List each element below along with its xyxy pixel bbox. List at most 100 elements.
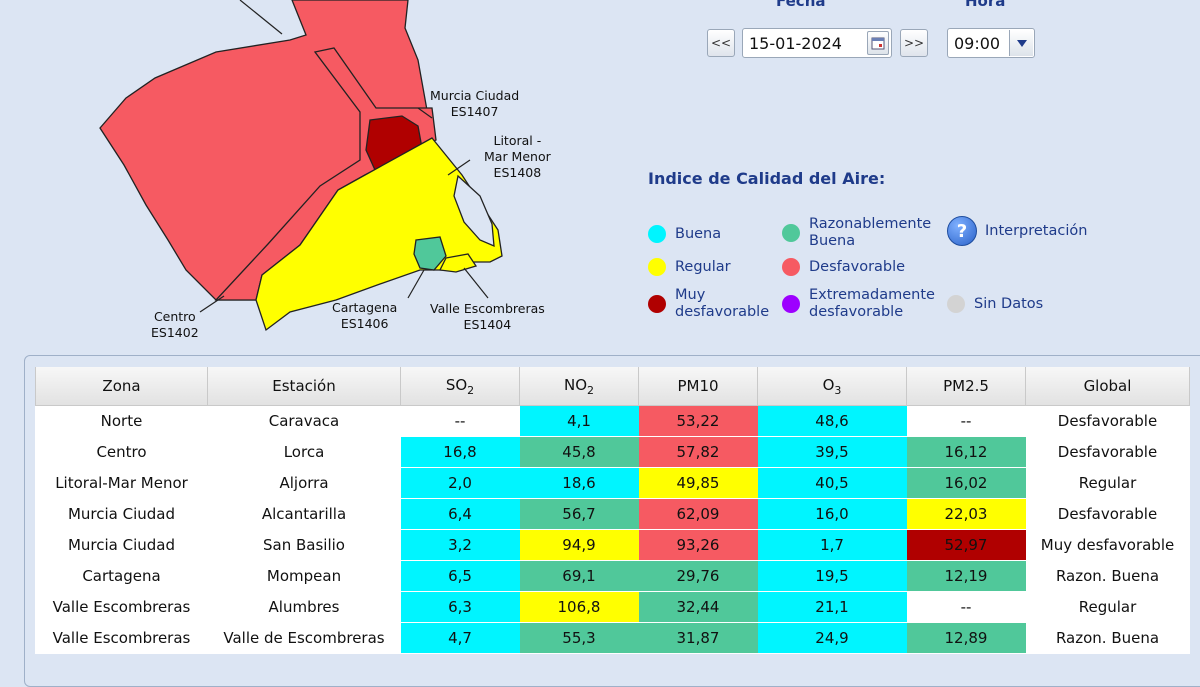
map-label-name-2: Mar Menor [484,149,551,164]
leader-line-litoral [447,159,471,176]
col-header-no2[interactable]: NO2 [519,367,639,406]
interpretacion-label[interactable]: Interpretación [985,222,1088,239]
map-label-name: Valle Escombreras [430,301,545,316]
header-text: O [822,375,835,394]
cell-no2: 69,1 [519,560,639,592]
header-subscript: 2 [587,383,595,397]
map-label-cartagena: Cartagena ES1406 [332,300,397,332]
map-label-code: ES1404 [463,317,512,332]
fecha-label: Fecha [776,0,826,10]
legend-dot-sin-datos [947,295,965,313]
cell-pm25: -- [906,591,1026,623]
cell-zona: Valle Escombreras [35,622,208,654]
col-header-pm10[interactable]: PM10 [638,367,758,406]
table-row: Litoral-Mar Menor Aljorra 2,0 18,6 49,85… [35,467,1190,499]
legend-label-line1: Extremadamente [809,287,935,303]
legend-label: Extremadamente desfavorable [809,287,935,321]
cell-so2: 6,4 [400,498,520,530]
col-header-so2[interactable]: SO2 [400,367,520,406]
region-map-svg [99,0,503,332]
cell-pm10: 57,82 [638,436,758,468]
cell-no2: 55,3 [519,622,639,654]
map-label-valle-escombreras: Valle Escombreras ES1404 [430,301,545,333]
calendar-icon[interactable] [867,31,889,55]
legend-item-razonablemente-buena: Razonablemente Buena [782,216,931,250]
col-header-estacion[interactable]: Estación [207,367,401,406]
cell-pm25: 22,03 [906,498,1026,530]
cell-pm10: 32,44 [638,591,758,623]
cell-so2: 6,5 [400,560,520,592]
legend-item-regular: Regular [648,258,731,276]
legend-item-extremadamente-desfavorable: Extremadamente desfavorable [782,287,935,321]
hour-select[interactable]: 09:00 [947,28,1035,58]
col-header-o3[interactable]: O3 [757,367,907,406]
cell-no2: 18,6 [519,467,639,499]
zone-cartagena[interactable] [413,236,447,271]
zone-litoral-mar-menor[interactable] [255,137,503,332]
leader-line-murcia [417,107,433,119]
cell-global: Desfavorable [1025,436,1190,468]
cell-zona: Murcia Ciudad [35,498,208,530]
legend-label-line2: desfavorable [675,304,770,320]
legend-dot-razonablemente-buena [782,224,800,242]
cell-zona: Murcia Ciudad [35,529,208,561]
cell-pm10: 53,22 [638,405,758,437]
cell-global: Desfavorable [1025,498,1190,530]
leader-line-north [239,0,283,35]
legend-label-line1: Razonablemente [809,216,932,232]
legend-item-desfavorable: Desfavorable [782,258,905,276]
cell-no2: 45,8 [519,436,639,468]
cell-global: Desfavorable [1025,405,1190,437]
cell-estacion: San Basilio [207,529,401,561]
cell-so2: 3,2 [400,529,520,561]
cell-global: Regular [1025,467,1190,499]
cell-global: Razon. Buena [1025,560,1190,592]
cell-zona: Centro [35,436,208,468]
cell-estacion: Valle de Escombreras [207,622,401,654]
cell-pm25: -- [906,405,1026,437]
cell-o3: 16,0 [757,498,907,530]
legend-label-line2: desfavorable [809,304,904,320]
cell-so2: -- [400,405,520,437]
map-label-centro: Centro ES1402 [151,309,199,341]
hora-label: Hora [965,0,1006,10]
cell-pm10: 93,26 [638,529,758,561]
map-label-code: ES1408 [493,165,542,180]
col-header-zona[interactable]: Zona [35,367,208,406]
legend-dot-muy-desfavorable [648,295,666,313]
legend-dot-desfavorable [782,258,800,276]
map-label-name: Litoral - [493,133,542,148]
cell-estacion: Aljorra [207,467,401,499]
chevron-down-icon[interactable] [1009,30,1033,56]
interpretacion-link[interactable]: ? Interpretación [947,216,1087,246]
cell-estacion: Alumbres [207,591,401,623]
col-header-pm25[interactable]: PM2.5 [906,367,1026,406]
hour-value: 09:00 [954,33,1001,53]
leader-line-escombreras [463,267,489,299]
cell-zona: Norte [35,405,208,437]
help-icon[interactable]: ? [947,216,977,246]
cell-no2: 4,1 [519,405,639,437]
header-subscript: 3 [834,383,842,397]
cell-so2: 4,7 [400,622,520,654]
date-input[interactable]: 15-01-2024 [742,28,892,58]
cell-o3: 21,1 [757,591,907,623]
map-label-murcia-ciudad: Murcia Ciudad ES1407 [430,88,519,120]
table-row: Murcia Ciudad San Basilio 3,2 94,9 93,26… [35,529,1190,561]
air-quality-table: Zona Estación SO2 NO2 PM10 O3 PM2.5 Glob… [35,367,1190,654]
leader-line-centro [199,295,225,313]
legend-item-buena: Buena [648,225,721,243]
zone-valle-escombreras[interactable] [439,253,478,273]
leader-line-cartagena [407,269,425,299]
legend-dot-extremadamente-desfavorable [782,295,800,313]
map-label-name: Murcia Ciudad [430,88,520,103]
next-date-button[interactable]: >> [900,29,928,57]
cell-so2: 2,0 [400,467,520,499]
cell-o3: 1,7 [757,529,907,561]
cell-estacion: Caravaca [207,405,401,437]
cell-pm10: 31,87 [638,622,758,654]
previous-date-button[interactable]: << [707,29,735,57]
cell-estacion: Lorca [207,436,401,468]
cell-o3: 24,9 [757,622,907,654]
col-header-global[interactable]: Global [1025,367,1190,406]
